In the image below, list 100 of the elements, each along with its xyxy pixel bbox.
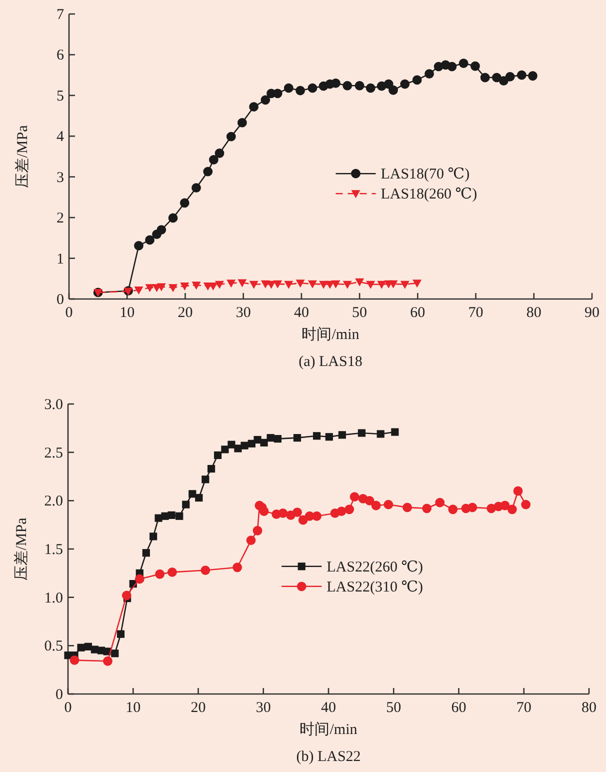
point [259,506,269,516]
y-tick-label: 6 [56,48,64,64]
point [192,183,201,193]
point [358,429,366,437]
point [308,83,318,93]
point [331,280,340,288]
point [226,132,236,142]
x-tick-label: 30 [236,305,251,321]
y-tick-label: 0.5 [44,638,63,655]
point [284,83,294,93]
point [384,79,394,89]
point [240,442,248,450]
point [344,504,354,514]
x-tick-label: 60 [410,305,426,321]
point [246,536,256,545]
x-axis-title: 时间/min [302,326,360,343]
point [342,80,352,90]
point [470,61,480,71]
point [296,280,305,288]
y-tick-label: 1.0 [44,590,63,606]
point [145,284,154,292]
point [214,451,222,460]
point [480,72,490,82]
point [336,506,346,516]
point [272,88,282,98]
point [400,280,410,289]
y-axis-title: 压差/MPa [13,517,30,580]
point [252,526,262,536]
point [168,568,177,577]
point [354,80,364,90]
x-tick-label: 70 [516,700,532,716]
point [156,283,166,292]
point [122,590,132,600]
x-tick-label: 30 [256,700,271,716]
y-tick-label: 1 [56,251,64,268]
point [371,500,381,510]
point [214,148,224,158]
point [142,549,150,557]
x-axis-title: 时间/min [300,721,358,738]
point [156,225,166,234]
point [424,69,434,79]
legend-label: LAS18(70 ℃) [380,166,470,183]
x-tick-label: 70 [468,305,484,321]
point [208,155,218,164]
point [448,504,458,514]
point [260,438,268,446]
point [207,464,216,473]
x-tick-label: 10 [126,700,141,716]
point [103,656,112,666]
point [312,432,321,440]
point [507,504,517,514]
point [377,280,386,289]
point [260,95,270,105]
point [237,118,247,128]
point [402,502,412,512]
point [180,198,190,208]
point [188,490,196,498]
point [195,494,203,502]
x-tick-label: 20 [190,700,206,716]
point [293,434,302,442]
point [134,574,144,584]
y-tick-label: 2 [56,210,64,227]
point [168,511,176,519]
y-tick-label: 4 [56,129,64,146]
point [77,644,85,652]
point [134,240,144,250]
point [338,431,346,439]
point [308,280,317,288]
y-tick-label: 5 [56,88,64,104]
x-tick-label: 10 [120,305,135,321]
point [366,83,376,93]
point [273,280,282,288]
point [312,511,322,521]
point [249,102,258,112]
point [155,569,165,579]
x-tick-label: 20 [178,305,193,321]
point [400,79,410,89]
point [298,515,308,525]
point [422,504,432,514]
legend-label: LAS22(260 ℃) [326,559,423,576]
point [500,500,510,510]
x-tick-label: 80 [582,700,596,716]
point [435,498,445,508]
point [226,280,236,288]
point [342,280,352,289]
x-tick-label: 80 [526,305,542,321]
point [150,532,158,540]
point [498,76,508,86]
point [182,500,190,508]
point [228,440,236,448]
point [355,278,364,286]
point [145,235,154,245]
y-tick-label: 0 [56,292,64,308]
text: (a) LAS18 [298,354,362,370]
legend-label: LAS22(310 ℃) [326,579,423,596]
point [180,282,190,290]
point [468,502,478,512]
point [366,280,376,289]
point [200,566,210,575]
y-tick-label: 1.5 [44,542,63,558]
